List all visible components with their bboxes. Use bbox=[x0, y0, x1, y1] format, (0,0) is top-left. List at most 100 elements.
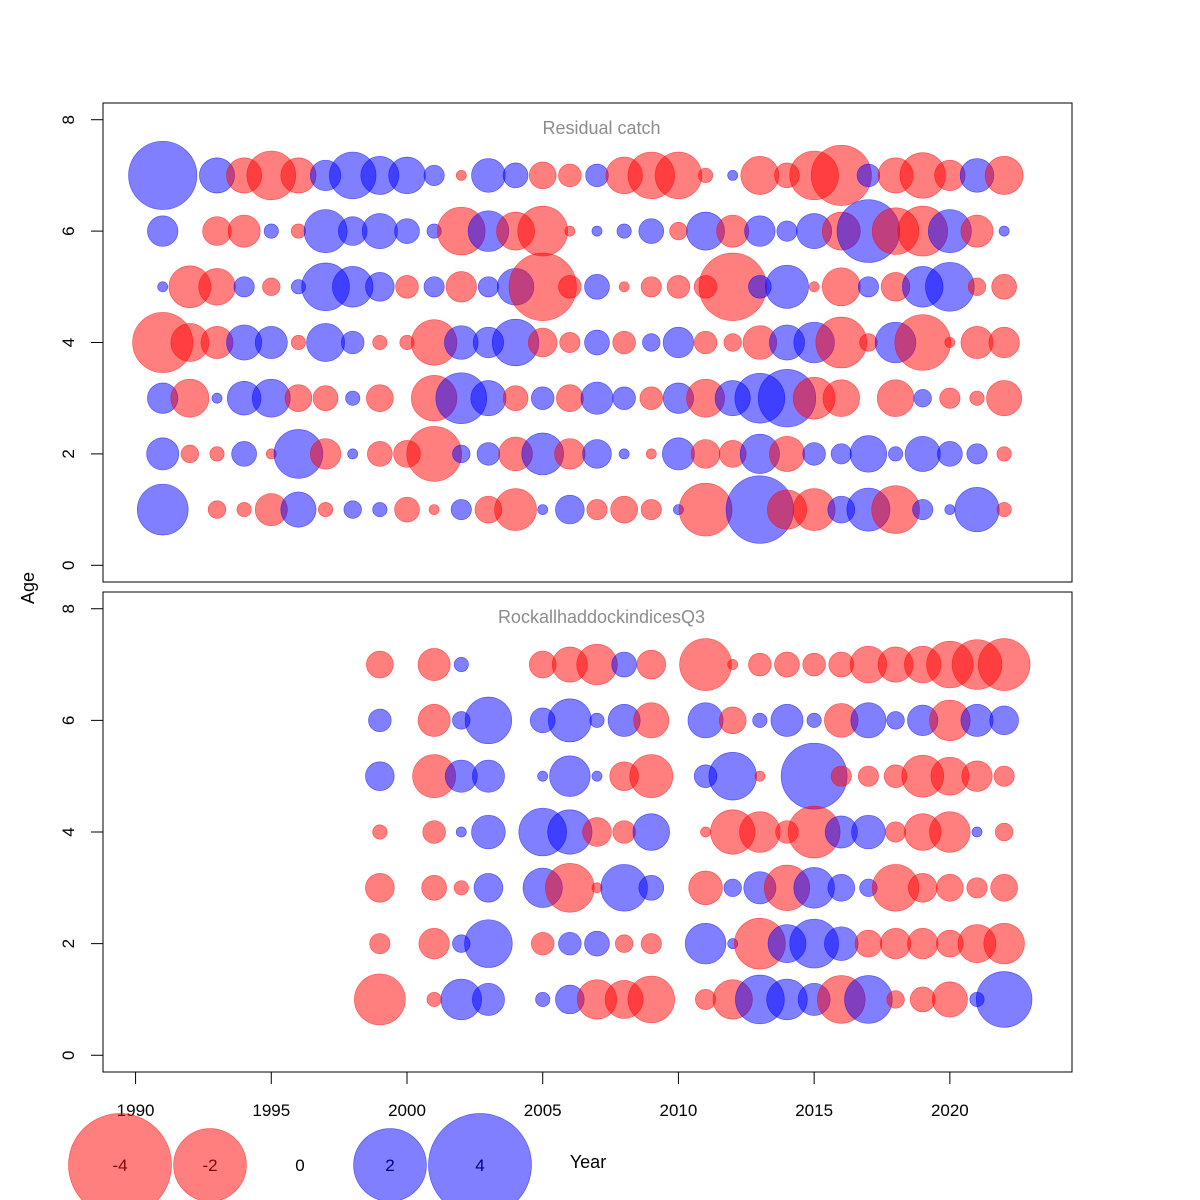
bubble-1991-age1 bbox=[136, 483, 189, 536]
bubble-2008-age4 bbox=[612, 330, 636, 355]
bubble-2013-age7 bbox=[740, 156, 780, 195]
x-tick-label: 2010 bbox=[660, 1101, 698, 1120]
bubble-2017-age2 bbox=[854, 929, 883, 958]
bubble-1999-age3 bbox=[365, 873, 395, 903]
panel-2: RockallhaddockindicesQ3 0 2 4 6 8 bbox=[59, 591, 1073, 1073]
bubble-2012-age7 bbox=[727, 659, 739, 670]
bubble-1999-age6 bbox=[361, 213, 398, 250]
bubble-1999-age5 bbox=[365, 272, 395, 302]
bubble-2016-age3 bbox=[827, 874, 856, 902]
y-tick-label: 6 bbox=[59, 226, 78, 235]
bubble-1996-age4 bbox=[290, 334, 306, 351]
bubble-1994-age5 bbox=[233, 276, 255, 298]
bubble-2022-age5 bbox=[993, 765, 1015, 787]
bubble-2007-age7 bbox=[576, 643, 618, 686]
legend-bubble bbox=[173, 1128, 247, 1200]
bubble-2013-age6 bbox=[744, 215, 776, 247]
bubble-2007-age3 bbox=[580, 381, 614, 415]
bubble-2020-age2 bbox=[937, 441, 963, 467]
bubble-2017-age4 bbox=[851, 814, 886, 850]
bubble-2007-age6 bbox=[589, 712, 605, 728]
bubble-2007-age1 bbox=[586, 499, 608, 521]
bubble-2021-age5 bbox=[967, 277, 987, 296]
bubble-2007-age4 bbox=[584, 329, 610, 356]
x-axis-label: Year bbox=[570, 1152, 606, 1172]
bubble-1993-age3 bbox=[211, 392, 223, 404]
bubble-1991-age6 bbox=[147, 215, 179, 247]
bubble-2003-age5 bbox=[472, 759, 505, 793]
bubble-2022-age4 bbox=[988, 326, 1020, 359]
bubble-2007-age5 bbox=[591, 770, 603, 782]
bubble-2013-age4 bbox=[739, 811, 781, 853]
x-tick-label: 2020 bbox=[931, 1101, 969, 1120]
bubble-2014-age7 bbox=[774, 651, 800, 678]
bubble-2021-age3 bbox=[969, 390, 985, 406]
bubble-1993-age2 bbox=[209, 446, 225, 462]
bubble-2010-age6 bbox=[669, 221, 688, 241]
bubble-2001-age3 bbox=[421, 875, 447, 901]
bubble-2002-age7 bbox=[453, 657, 469, 673]
bubble-1993-age1 bbox=[207, 500, 227, 519]
bubble-2006-age6 bbox=[564, 225, 576, 237]
bubble-2011-age4 bbox=[693, 330, 718, 355]
bubble-2000-age6 bbox=[394, 218, 420, 244]
x-tick-label: 2005 bbox=[524, 1101, 562, 1120]
bubble-2008-age1 bbox=[610, 495, 638, 524]
bubble-2008-age2 bbox=[618, 448, 630, 460]
bubble-2021-age3 bbox=[966, 877, 988, 899]
bubble-2011-age2 bbox=[684, 922, 727, 965]
bubble-1999-age3 bbox=[366, 384, 394, 412]
bubble-2003-age7 bbox=[471, 158, 506, 193]
bubble-2017-age6 bbox=[850, 702, 887, 739]
bubble-2006-age2 bbox=[554, 438, 586, 470]
bubble-2018-age3 bbox=[876, 379, 915, 417]
bubble-2009-age5 bbox=[629, 754, 674, 799]
y-tick-label: 4 bbox=[59, 338, 78, 347]
bubble-2008-age3 bbox=[612, 386, 636, 410]
bubble-2020-age3 bbox=[939, 387, 961, 409]
bubble-2021-age2 bbox=[966, 443, 988, 465]
bubble-2020-age4 bbox=[944, 337, 956, 348]
bubble-2019-age4 bbox=[894, 314, 951, 371]
bubble-1997-age4 bbox=[306, 323, 345, 362]
bubble-2009-age4 bbox=[632, 813, 670, 851]
x-axis: 1990 1995 2000 2005 2010 2015 2020 bbox=[117, 1071, 969, 1120]
bubble-2020-age4 bbox=[929, 811, 971, 853]
x-tick-label: 1995 bbox=[252, 1101, 290, 1120]
bubble-2017-age5 bbox=[857, 765, 879, 787]
x-tick-label: 2015 bbox=[795, 1101, 833, 1120]
bubble-2007-age4 bbox=[582, 817, 612, 847]
bubble-2011-age2 bbox=[690, 439, 721, 469]
bubble-2005-age7 bbox=[528, 161, 557, 190]
bubble-2008-age5 bbox=[618, 281, 630, 293]
bubble-1999-age7 bbox=[366, 650, 394, 679]
bubble-1997-age2 bbox=[309, 438, 342, 470]
bubble-2002-age1 bbox=[450, 499, 472, 521]
bubble-2015-age7 bbox=[802, 652, 826, 677]
bubble-2006-age2 bbox=[558, 931, 582, 956]
bubble-2002-age5 bbox=[445, 271, 477, 303]
bubble-2011-age7 bbox=[698, 167, 714, 183]
bubble-1993-age5 bbox=[198, 268, 236, 306]
bubble-1995-age3 bbox=[251, 378, 291, 418]
bubble-2021-age6 bbox=[960, 214, 994, 248]
bubble-1995-age5 bbox=[262, 277, 281, 296]
bubble-2005-age2 bbox=[531, 931, 555, 956]
bubble-2002-age3 bbox=[453, 880, 469, 896]
bubble-1991-age2 bbox=[146, 437, 180, 471]
bubble-2001-age7 bbox=[423, 164, 445, 186]
legend: -4 -2 0 2 4 Year bbox=[68, 1113, 606, 1200]
bubble-2009-age1 bbox=[627, 975, 675, 1024]
bubble-2006-age5 bbox=[558, 275, 582, 299]
legend-label: -4 bbox=[112, 1156, 127, 1175]
panel-1: Residual catch 0 2 4 6 8 bbox=[59, 102, 1073, 583]
bubble-2019-age1 bbox=[909, 986, 936, 1013]
bubble-2021-age4 bbox=[960, 326, 994, 359]
legend-label: 0 bbox=[295, 1156, 304, 1175]
x-tick-label: 2000 bbox=[388, 1101, 426, 1120]
bubble-2008-age2 bbox=[615, 934, 634, 953]
bubble-2006-age4 bbox=[559, 332, 581, 353]
bubble-2022-age6 bbox=[989, 705, 1019, 736]
bubble-1994-age6 bbox=[227, 214, 261, 248]
legend-label: 2 bbox=[385, 1156, 394, 1175]
